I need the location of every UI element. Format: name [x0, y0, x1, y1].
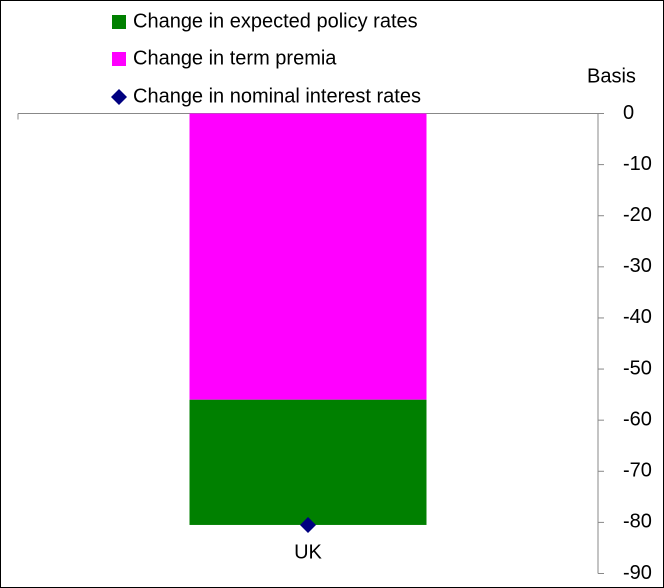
legend-marker [112, 15, 126, 29]
diamond-marker [300, 516, 316, 533]
y-axis-label: Basis [587, 65, 636, 87]
y-tick-label: -20 [623, 204, 652, 226]
y-tick-label: 0 [623, 102, 634, 124]
legend-label: Change in expected policy rates [133, 10, 418, 32]
y-tick-label: -90 [623, 562, 652, 584]
y-tick-label: -60 [623, 408, 652, 430]
legend-marker [111, 89, 127, 105]
y-tick-label: -10 [623, 153, 652, 175]
y-tick-label: -50 [623, 357, 652, 379]
legend-marker [112, 52, 126, 66]
legend-label: Change in term premia [133, 47, 337, 69]
y-tick-label: -80 [623, 511, 652, 533]
y-tick-label: -30 [623, 255, 652, 277]
bar-segment [189, 113, 427, 400]
bar-segment [189, 399, 427, 525]
y-tick-label: -70 [623, 460, 652, 482]
x-tick-label: UK [294, 541, 322, 563]
legend-label: Change in nominal interest rates [133, 85, 421, 107]
y-tick-label: -40 [623, 306, 652, 328]
